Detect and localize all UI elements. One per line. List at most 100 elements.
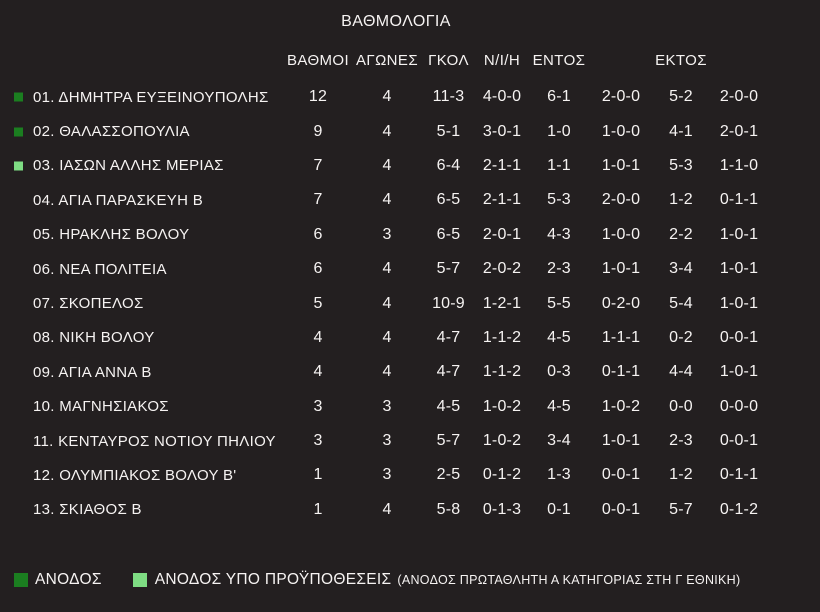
away-goals-cell: 0-2: [669, 328, 693, 346]
home-goals-cell: 4-3: [547, 225, 571, 243]
goals-cell: 10-9: [432, 294, 465, 312]
home-record-cell: 0-1-1: [601, 363, 641, 381]
column-header-goals: ΓΚΟΛ: [428, 51, 469, 69]
home-goals-cell: 1-3: [547, 466, 571, 484]
team-name: 07. ΣΚΟΠΕΛΟΣ: [33, 295, 144, 313]
home-record-cell: 1-1-1: [601, 328, 641, 346]
away-record-cell: 2-0-1: [719, 122, 759, 140]
away-goals-cell: 4-1: [669, 122, 693, 140]
record-cell: 2-1-1: [482, 156, 522, 174]
record-cell: 1-0-2: [482, 432, 522, 450]
team-name: 02. ΘΑΛΑΣΣΟΠΟΥΛΙΑ: [0, 123, 283, 140]
team-name: 05. ΗΡΑΚΛΗΣ ΒΟΛΟΥ: [33, 226, 190, 244]
table-row: 06. ΝΕΑ ΠΟΛΙΤΕΙΑ 6 4 5-7 2-0-2 2-3 1-0-1 3-4 1-0…: [0, 252, 768, 286]
games-cell: 3: [382, 466, 392, 484]
goals-cell: 6-5: [436, 225, 461, 243]
record-cell: 0-1-3: [482, 500, 522, 518]
team-name: 12. ΟΛΥΜΠΙΑΚΟΣ ΒΟΛΟΥ Β': [33, 466, 237, 484]
away-record-cell: 1-0-1: [719, 225, 759, 243]
conditional-marker-icon: [14, 161, 23, 171]
record-cell: 2-0-1: [482, 225, 522, 243]
games-cell: 4: [382, 363, 392, 381]
record-cell: 2-1-1: [482, 191, 522, 209]
away-goals-cell: 2-3: [669, 432, 693, 450]
table-row: 07. ΣΚΟΠΕΛΟΣ 5 4 10-9 1-2-1 5-5 0-2-0 5-4 1-0-1: [0, 286, 768, 320]
team-name: 04. ΑΓΙΑ ΠΑΡΑΣΚΕΥΗ Β: [33, 191, 203, 209]
standings-table: 01. ΔΗΜΗΤΡΑ ΕΥΞΕΙΝΟΥΠΟΛΗΣ 12 4 11-3 4-0-0 6-1…: [0, 80, 768, 527]
points-cell: 12: [308, 88, 328, 106]
home-record-cell: 2-0-0: [601, 88, 641, 106]
goals-cell: 4-7: [436, 363, 461, 381]
home-goals-cell: 5-3: [547, 191, 571, 209]
table-row: 02. ΘΑΛΑΣΣΟΠΟΥΛΙΑ 9 4 5-1 3-0-1 1-0 1-0-0 4-1 2-…: [0, 114, 768, 148]
games-cell: 3: [382, 397, 392, 415]
table-row: 11. ΚΕΝΤΑΥΡΟΣ ΝΟΤΙΟΥ ΠΗΛΙΟΥ 3 3 5-7 1-0-2 3-4…: [0, 424, 768, 458]
home-record-cell: 2-0-0: [601, 191, 641, 209]
goals-cell: 6-5: [436, 191, 461, 209]
points-cell: 4: [313, 363, 323, 381]
record-cell: 1-1-2: [482, 363, 522, 381]
away-goals-cell: 1-2: [669, 466, 693, 484]
home-record-cell: 1-0-1: [601, 260, 641, 278]
away-goals-cell: 0-0: [669, 397, 693, 415]
goals-cell: 2-5: [436, 466, 461, 484]
points-cell: 1: [313, 500, 323, 518]
column-header-games: ΑΓΩΝΕΣ: [356, 51, 418, 69]
record-cell: 1-0-2: [482, 397, 522, 415]
team-name: 09. ΑΓΙΑ ΑΝΝΑ Β: [33, 363, 152, 381]
legend-conditional-note: (ΑΝΟΔΟΣ ΠΡΩΤΑΘΛΗΤΗ Α ΚΑΤΗΓΟΡΙΑΣ ΣΤΗ Γ ΕΘ…: [397, 573, 741, 587]
points-cell: 7: [313, 191, 323, 209]
legend-promotion-label: ΑΝΟΔΟΣ: [35, 571, 102, 588]
legend: ΑΝΟΔΟΣ ΑΝΟΔΟΣ ΥΠΟ ΠΡΟΫΠΟΘΕΣΕΙΣ (ΑΝΟΔΟΣ Π…: [14, 571, 740, 589]
home-goals-cell: 0-3: [547, 363, 571, 381]
home-goals-cell: 2-3: [547, 260, 571, 278]
promotion-marker-icon: [14, 92, 23, 102]
games-cell: 4: [382, 88, 392, 106]
standings-header-row: ΒΑΘΜΟΙ ΑΓΩΝΕΣ ΓΚΟΛ Ν/Ι/Η ΕΝΤΟΣ ΕΚΤΟΣ: [0, 50, 768, 70]
away-goals-cell: 3-4: [669, 260, 693, 278]
legend-conditional-label: ΑΝΟΔΟΣ ΥΠΟ ΠΡΟΫΠΟΘΕΣΕΙΣ: [154, 571, 392, 588]
away-record-cell: 0-0-0: [719, 397, 759, 415]
home-record-cell: 1-0-1: [601, 156, 641, 174]
points-cell: 7: [313, 156, 323, 174]
home-goals-cell: 3-4: [547, 432, 571, 450]
home-goals-cell: 4-5: [547, 397, 571, 415]
table-row: 10. ΜΑΓΝΗΣΙΑΚΟΣ 3 3 4-5 1-0-2 4-5 1-0-2 0-0 0-0-…: [0, 390, 768, 424]
home-record-cell: 1-0-0: [601, 122, 641, 140]
goals-cell: 5-8: [436, 500, 461, 518]
home-record-cell: 0-0-1: [601, 500, 641, 518]
away-record-cell: 2-0-0: [719, 88, 759, 106]
away-record-cell: 0-0-1: [719, 432, 759, 450]
promotion-marker-icon: [14, 127, 23, 137]
table-row: 01. ΔΗΜΗΤΡΑ ΕΥΞΕΙΝΟΥΠΟΛΗΣ 12 4 11-3 4-0-0 6-1…: [0, 80, 768, 114]
points-cell: 9: [313, 122, 323, 140]
table-row: 08. ΝΙΚΗ ΒΟΛΟΥ 4 4 4-7 1-1-2 4-5 1-1-1 0-2 0-0-1: [0, 321, 768, 355]
team-name: 10. ΜΑΓΝΗΣΙΑΚΟΣ: [33, 398, 169, 416]
record-cell: 0-1-2: [482, 466, 522, 484]
team-name: 08. ΝΙΚΗ ΒΟΛΟΥ: [33, 329, 155, 347]
away-record-cell: 1-0-1: [719, 294, 759, 312]
team-name: 06. ΝΕΑ ΠΟΛΙΤΕΙΑ: [33, 260, 167, 278]
away-goals-cell: 5-3: [669, 156, 693, 174]
games-cell: 4: [382, 191, 392, 209]
record-cell: 4-0-0: [482, 88, 522, 106]
team-name: 03. ΙΑΣΩΝ ΑΛΛΗΣ ΜΕΡΙΑΣ: [0, 157, 283, 174]
away-goals-cell: 4-4: [669, 363, 693, 381]
column-header-home: ΕΝΤΟΣ: [532, 51, 586, 69]
away-goals-cell: 5-7: [669, 500, 693, 518]
away-record-cell: 0-1-1: [719, 191, 759, 209]
goals-cell: 4-7: [436, 328, 461, 346]
table-row: 05. ΗΡΑΚΛΗΣ ΒΟΛΟΥ 6 3 6-5 2-0-1 4-3 1-0-0 2-2 1-…: [0, 218, 768, 252]
record-cell: 3-0-1: [482, 122, 522, 140]
home-goals-cell: 5-5: [547, 294, 571, 312]
games-cell: 4: [382, 122, 392, 140]
games-cell: 4: [382, 328, 392, 346]
games-cell: 4: [382, 500, 392, 518]
record-cell: 1-2-1: [482, 294, 522, 312]
column-header-record: Ν/Ι/Η: [483, 51, 521, 69]
record-cell: 2-0-2: [482, 260, 522, 278]
promotion-marker-icon: [14, 573, 28, 587]
games-cell: 3: [382, 432, 392, 450]
table-row: 04. ΑΓΙΑ ΠΑΡΑΣΚΕΥΗ Β 7 4 6-5 2-1-1 5-3 2-0-0 1-…: [0, 183, 768, 217]
table-row: 12. ΟΛΥΜΠΙΑΚΟΣ ΒΟΛΟΥ Β' 1 3 2-5 0-1-2 1-3 0-0-…: [0, 458, 768, 492]
